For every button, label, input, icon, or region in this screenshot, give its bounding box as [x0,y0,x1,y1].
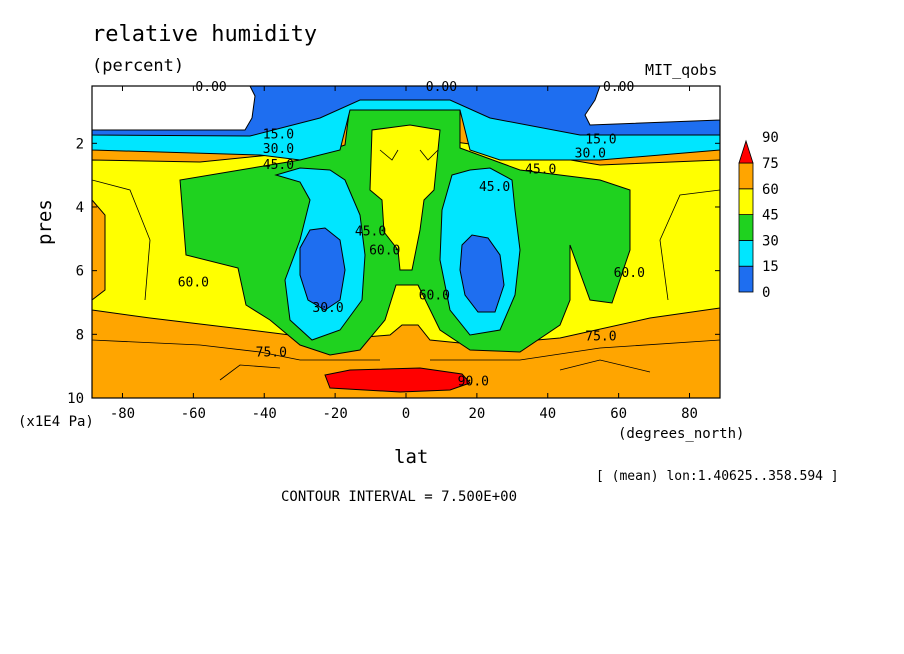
colorbar-label: 15 [762,259,779,275]
dataset-name: MIT_qobs [645,61,718,79]
region-central-60-75 [369,124,441,271]
y-tick-label: 4 [76,200,84,216]
region-missing-right [584,86,720,126]
contour-fill-group [92,86,720,398]
contour-label: 15.0 [263,128,294,143]
colorbar-label: 60 [762,182,779,198]
contour-label: 60.0 [419,288,450,303]
y-tick-label: 10 [67,391,84,407]
contour-label: 30.0 [312,301,343,316]
region-missing-left [92,86,256,131]
y-tick-label: 6 [76,264,84,280]
contour-label: 90.0 [458,374,489,389]
x-tick-label: 80 [681,406,698,422]
contour-line-82-right [430,339,720,361]
contour-label: 60.0 [369,244,400,259]
contour-line-bottom-left [219,364,281,381]
colorbar-label: 90 [762,130,779,146]
y-axis-units: (x1E4 Pa) [18,414,94,430]
averaging-note: [ (mean) lon:1.40625..358.594 ] [596,469,839,484]
x-tick-label: -20 [322,406,347,422]
contour-label: 60.0 [614,266,645,281]
y-tick-label: 2 [76,136,84,152]
x-axis-units: (degrees_north) [618,426,745,442]
contour-loop-left [379,149,399,161]
colorbar-swatch [738,214,754,241]
contour-label: 60.0 [178,276,209,291]
contour-label: 45.0 [479,180,510,195]
colorbar-swatch [738,239,754,267]
contour-label: 45.0 [355,225,386,240]
contour-line-bottom-right [559,359,651,373]
colorbar-label: 0 [762,285,770,301]
chart-units: (percent) [92,56,185,76]
contour-label: 75.0 [256,346,287,361]
colorbar-label: 75 [762,156,779,172]
contour-label: 15.0 [585,132,616,147]
contour-label: 45.0 [263,158,294,173]
colorbar-label: 30 [762,233,779,249]
contour-loop-right [419,149,439,161]
contour-label: 0.00 [426,80,457,95]
contour-label: 30.0 [575,147,606,162]
colorbar-swatch [738,162,754,190]
x-axis-label: lat [394,446,429,468]
contour-label: 30.0 [263,142,294,157]
x-tick-label: 0 [402,406,410,422]
contour-label: 45.0 [525,163,556,178]
colorbar-swatch [738,188,754,216]
y-tick-label: 8 [76,327,84,343]
x-tick-label: -40 [252,406,277,422]
contour-label: 0.00 [195,80,226,95]
chart-title: relative humidity [92,22,318,47]
contour-line-67-right [659,189,720,301]
region-15-30-right [459,234,505,313]
contour-label: 75.0 [585,330,616,345]
x-tick-label: 20 [468,406,485,422]
x-tick-label: 40 [539,406,556,422]
contour-line-67-left [92,179,151,301]
contour-interval-note: CONTOUR INTERVAL = 7.500E+00 [281,489,518,505]
colorbar-arrow [738,139,754,164]
colorbar-label: 45 [762,208,779,224]
x-tick-label: -80 [110,406,135,422]
x-tick-label: -60 [181,406,206,422]
contour-line-82-left [92,339,380,361]
colorbar-swatch [738,265,754,293]
x-tick-label: 60 [610,406,627,422]
region-15-30-left [299,227,346,311]
region-90-plus [324,367,471,393]
